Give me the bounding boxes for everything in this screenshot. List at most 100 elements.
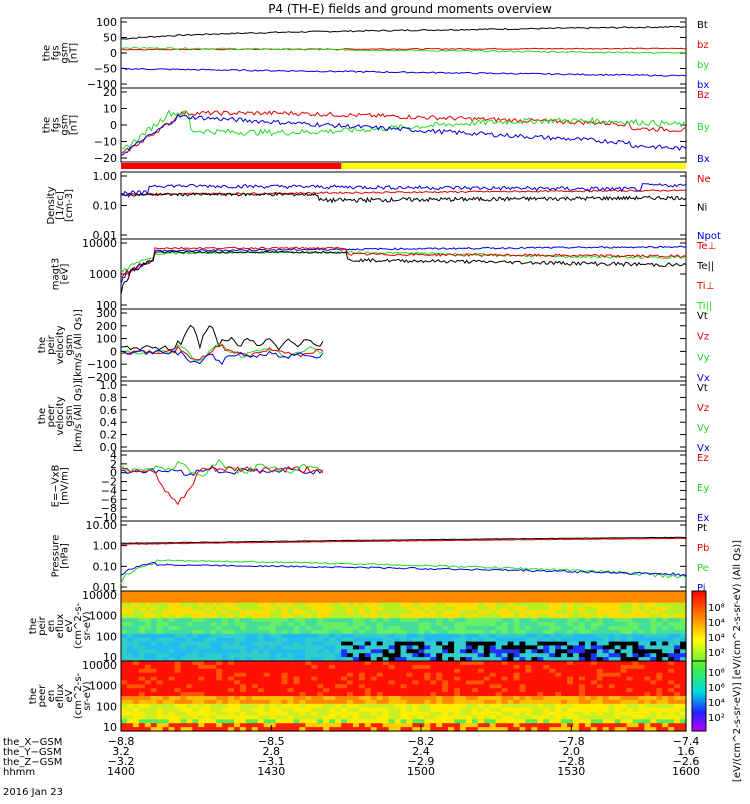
- spectrogram-cell: [132, 688, 140, 693]
- spectrogram-cell: [121, 684, 128, 689]
- spectrogram-cell: [578, 606, 586, 612]
- spectrogram-cell: [347, 715, 354, 720]
- spectrogram-cell: [614, 668, 622, 674]
- spectrogram-cell: [662, 719, 669, 724]
- spectrogram-cell: [347, 688, 354, 693]
- spectrogram-cell: [412, 637, 419, 643]
- spectrogram-cell: [180, 649, 187, 654]
- spectrogram-cell: [174, 680, 181, 685]
- spectrogram-cell: [168, 602, 176, 608]
- spectrogram-cell: [537, 707, 544, 713]
- spectrogram-cell: [257, 618, 265, 623]
- spectrogram-cell: [341, 645, 348, 650]
- spectrogram-cell: [430, 727, 437, 732]
- spectrogram-cell: [281, 606, 289, 612]
- spectrogram-cell: [460, 618, 467, 623]
- spectrogram-cell: [317, 723, 324, 728]
- spectrogram-cell: [299, 661, 306, 666]
- spectrogram-cell: [489, 610, 497, 615]
- spectrogram-cell: [311, 614, 318, 619]
- spectrogram-cell: [198, 610, 205, 615]
- spectrogram-cell: [370, 614, 378, 619]
- spectrogram-cell: [477, 699, 485, 705]
- spectrogram-cell: [584, 711, 592, 717]
- spectrogram-cell: [329, 633, 336, 639]
- spectrogram-cell: [370, 707, 378, 713]
- spectrogram-cell: [454, 703, 461, 709]
- spectrogram-cell: [347, 664, 354, 670]
- spectrogram-cell: [632, 637, 639, 643]
- spectrogram-cell: [668, 727, 675, 732]
- spectrogram-cell: [156, 622, 164, 627]
- spectrogram-cell: [234, 641, 241, 647]
- spectrogram-cell: [281, 696, 289, 701]
- spectrogram-cell: [608, 653, 616, 658]
- spectrogram-cell: [156, 610, 164, 615]
- spectrogram-cell: [644, 707, 651, 713]
- spectrogram-cell: [519, 606, 526, 612]
- y-axis-title-line: the: [42, 45, 53, 61]
- spectrogram-cell: [471, 637, 479, 643]
- spectrogram-cell: [656, 668, 663, 674]
- spectrogram-cell: [281, 676, 289, 682]
- spectrogram-cell: [293, 703, 300, 709]
- spectrogram-cell: [239, 696, 247, 701]
- y-tick-label: 10: [103, 721, 117, 734]
- spectrogram-cell: [483, 723, 491, 728]
- spectrogram-cell: [245, 676, 253, 682]
- spectrogram-cell: [347, 626, 354, 631]
- spectrogram-cell: [347, 606, 354, 612]
- spectrogram-cell: [626, 699, 633, 705]
- spectrogram-cell: [513, 618, 520, 623]
- spectrogram-cell: [245, 618, 253, 623]
- spectrogram-cell: [537, 622, 544, 627]
- spectrogram-cell: [204, 598, 211, 604]
- y-tick-label: −200: [87, 371, 117, 384]
- spectrogram-cell: [150, 684, 158, 689]
- spectrogram-cell: [448, 618, 455, 623]
- spectrogram-cell: [596, 626, 604, 631]
- spectrogram-cell: [329, 637, 336, 643]
- spectrogram-cell: [406, 606, 413, 612]
- spectrogram-cell: [543, 641, 550, 647]
- spectrogram-cell: [662, 626, 669, 631]
- spectrogram-cell: [400, 696, 407, 701]
- spectrogram-cell: [632, 661, 639, 666]
- spectrogram-cell: [376, 715, 384, 720]
- spectrogram-cell: [680, 696, 687, 701]
- spectrogram-cell: [293, 699, 300, 705]
- spectrogram-cell: [608, 692, 616, 697]
- spectrogram-cell: [614, 696, 622, 701]
- spectrogram-cell: [394, 594, 402, 600]
- spectrogram-cell: [162, 598, 170, 604]
- spectrogram-cell: [680, 618, 687, 623]
- spectrogram-cell: [590, 692, 598, 697]
- spectrogram-cell: [269, 637, 277, 643]
- spectrogram-cell: [239, 626, 247, 631]
- spectrogram-cell: [347, 598, 354, 604]
- spectrogram-cell: [263, 676, 271, 682]
- spectrogram-cell: [216, 610, 223, 615]
- spectrogram-cell: [180, 676, 187, 682]
- spectrogram-cell: [335, 629, 342, 635]
- spectrogram-cell: [561, 668, 568, 674]
- spectrogram-cell: [430, 645, 437, 650]
- spectrogram-cell: [662, 711, 669, 717]
- spectrogram-cell: [442, 672, 449, 678]
- spectrogram-cell: [168, 610, 176, 615]
- spectrogram-cell: [561, 591, 568, 596]
- y-tick-label: 0.10: [93, 560, 118, 573]
- spectrogram-cell: [329, 727, 336, 732]
- spectrogram-cell: [245, 629, 253, 635]
- spectrogram-cell: [495, 676, 503, 682]
- spectrogram-cell: [555, 591, 562, 596]
- spectrogram-cell: [448, 657, 455, 662]
- spectrogram-cell: [150, 723, 158, 728]
- spectrogram-cell: [465, 688, 473, 693]
- spectrogram-cell: [656, 633, 663, 639]
- spectrogram-cell: [424, 649, 431, 654]
- legend-label-Ti⊥: Ti⊥: [696, 281, 714, 292]
- spectrogram-cell: [293, 614, 300, 619]
- spectrogram-cell: [650, 707, 657, 713]
